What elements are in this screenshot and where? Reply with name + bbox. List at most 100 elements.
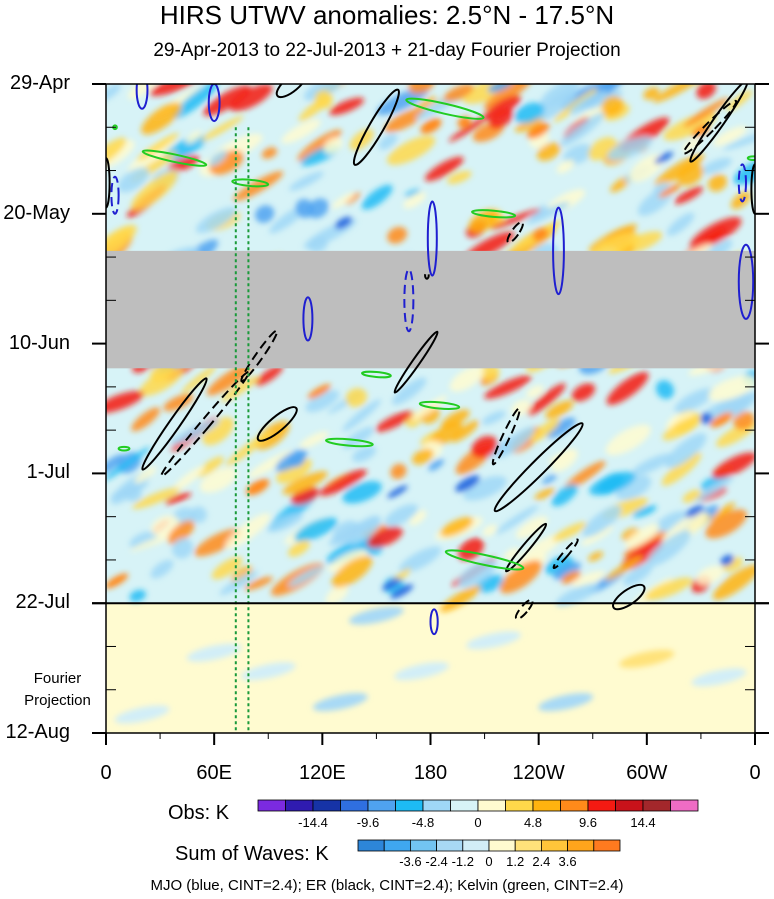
anomaly-cell [384, 504, 419, 527]
anomaly-cell [106, 84, 121, 102]
anomaly-cell [221, 376, 259, 402]
kelvin-contour [141, 149, 208, 167]
x-tick-label: 120W [512, 762, 565, 784]
anomaly-cell [403, 192, 426, 209]
anomaly-cell [323, 136, 343, 154]
obs-colorbar-swatch [450, 799, 479, 812]
anomaly-cell [196, 456, 224, 477]
anomaly-cell [723, 131, 755, 151]
anomaly-cell [457, 116, 471, 128]
anomaly-cell [199, 467, 238, 493]
projection-cell [114, 705, 170, 724]
anomaly-cell [307, 384, 331, 399]
anomaly-cell [164, 492, 192, 505]
anomaly-cell [282, 471, 328, 495]
anomaly-cell [653, 84, 705, 103]
er-contour [689, 84, 749, 163]
anomaly-cell [196, 207, 237, 233]
anomaly-cell [632, 505, 657, 518]
anomaly-cell [714, 391, 755, 417]
anomaly-cell [106, 226, 131, 246]
anomaly-cell [202, 417, 234, 446]
anomaly-cell [149, 84, 200, 96]
mjo-contour [429, 608, 439, 636]
anomaly-cell [696, 565, 724, 585]
waves-colorbar-swatch [488, 839, 516, 852]
anomaly-cell [571, 383, 596, 402]
anomaly-cell [290, 487, 319, 505]
anomaly-cell [481, 410, 506, 425]
anomaly-cell [172, 465, 205, 492]
anomaly-cell [331, 555, 373, 588]
anomaly-cell [229, 84, 273, 112]
anomaly-cell [297, 129, 342, 162]
anomaly-cell [654, 511, 689, 534]
mjo-contour [302, 296, 314, 342]
anomaly-cell [447, 170, 472, 185]
colorbar-tick-label: 4.8 [523, 815, 543, 830]
anomaly-cell [424, 156, 464, 182]
colorbar-tick-label: 1.2 [506, 854, 525, 869]
er-contour [506, 221, 524, 244]
kelvin-contour [117, 445, 131, 452]
er-contour [141, 377, 208, 471]
anomaly-cell [647, 530, 691, 567]
anomaly-cell [632, 453, 673, 476]
obs-colorbar-swatch [422, 799, 451, 812]
anomaly-cell [200, 115, 244, 142]
anomaly-cell [713, 126, 747, 147]
kelvin-contour [361, 370, 392, 379]
anomaly-cell [329, 97, 365, 116]
anomaly-cell [117, 167, 150, 193]
y-tick-label: 10-Jun [8, 331, 70, 354]
obs-colorbar-swatch [395, 799, 424, 812]
plot-area [106, 84, 755, 733]
x-tick-label: 0 [100, 762, 112, 784]
anomaly-cell [387, 485, 408, 499]
anomaly-cell [361, 184, 393, 210]
anomaly-cell [551, 484, 578, 507]
projection-cell [538, 693, 594, 712]
anomaly-cell [674, 388, 714, 413]
er-contour [514, 598, 534, 621]
anomaly-cell [555, 583, 599, 607]
anomaly-cell [666, 212, 695, 236]
anomaly-cell [408, 84, 435, 95]
y-tick-label: 1-Jul [26, 461, 70, 484]
anomaly-cell [307, 198, 329, 219]
anomaly-cell [623, 563, 653, 586]
anomaly-cell [527, 383, 566, 416]
anomaly-cell [495, 505, 539, 535]
anomaly-cell [582, 505, 622, 538]
anomaly-cell [366, 526, 403, 548]
anomaly-cell [530, 205, 548, 220]
colorbars [257, 799, 699, 852]
anomaly-cell [571, 570, 606, 587]
anomaly-cell [503, 547, 520, 561]
anomaly-cell [382, 578, 401, 591]
anomaly-cell [538, 89, 577, 120]
anomaly-cell [569, 90, 608, 115]
obs-colorbar-label: Obs: K [168, 802, 230, 824]
anomaly-cell [451, 420, 479, 443]
anomaly-cell [384, 108, 425, 133]
anomaly-cell [663, 112, 717, 141]
anomaly-cell [334, 216, 353, 230]
mjo-contour [426, 200, 438, 277]
er-contour [493, 422, 584, 513]
colorbar-tick-label: 2.4 [532, 854, 551, 869]
waves-colorbar-swatch [567, 839, 595, 852]
chart-subtitle: 29-Apr-2013 to 22-Jul-2013 + 21-day Four… [153, 40, 621, 61]
colorbar-tick-label: -2.4 [425, 854, 448, 869]
anomaly-cell [685, 505, 704, 518]
obs-colorbar-swatch [257, 799, 286, 812]
chart-title: HIRS UTWV anomalies: 2.5°N - 17.5°N [159, 0, 615, 30]
anomaly-cell [542, 474, 557, 485]
colorbar-tick-label: 9.6 [578, 815, 598, 830]
anomaly-cell [203, 85, 251, 116]
projection-label: Fourier Projection [24, 670, 91, 709]
anomaly-cell [387, 135, 436, 165]
colorbar-tick-label: -14.4 [298, 815, 328, 830]
er-contour [393, 330, 439, 394]
